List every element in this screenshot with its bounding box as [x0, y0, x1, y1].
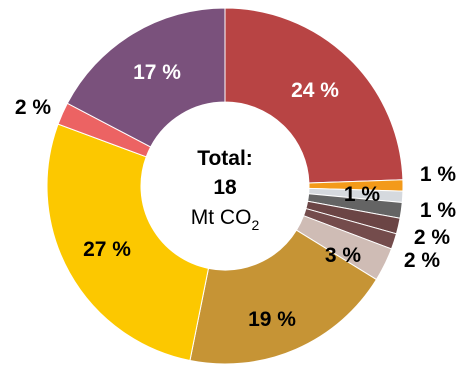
center-label-title: Total:	[197, 147, 253, 170]
slice-label-4: 2 %	[414, 226, 451, 249]
slice-label-6: 3 %	[325, 244, 362, 267]
slice-label-7: 19 %	[248, 308, 296, 331]
slice-label-2: 1 %	[344, 183, 381, 206]
center-label-unit-subscript: 2	[251, 217, 259, 233]
slice-label-9: 2 %	[15, 96, 52, 119]
slice-label-3: 1 %	[420, 199, 457, 222]
donut-hole	[141, 102, 309, 270]
slice-labels: 24 %1 %1 %1 %2 %2 %3 %19 %27 %2 %17 %	[15, 61, 457, 331]
slice-label-5: 2 %	[404, 249, 441, 272]
center-label-unit: Mt CO2	[191, 206, 260, 233]
slice-label-8: 27 %	[83, 238, 131, 261]
slice-0	[224, 7, 404, 184]
slice-label-10: 17 %	[133, 61, 181, 84]
center-label-unit-main: Mt CO	[191, 206, 252, 229]
center-label: Total: 18 Mt CO2	[191, 147, 260, 233]
center-label-value: 18	[213, 176, 237, 199]
slice-label-1: 1 %	[420, 163, 457, 186]
slice-label-0: 24 %	[291, 79, 339, 102]
